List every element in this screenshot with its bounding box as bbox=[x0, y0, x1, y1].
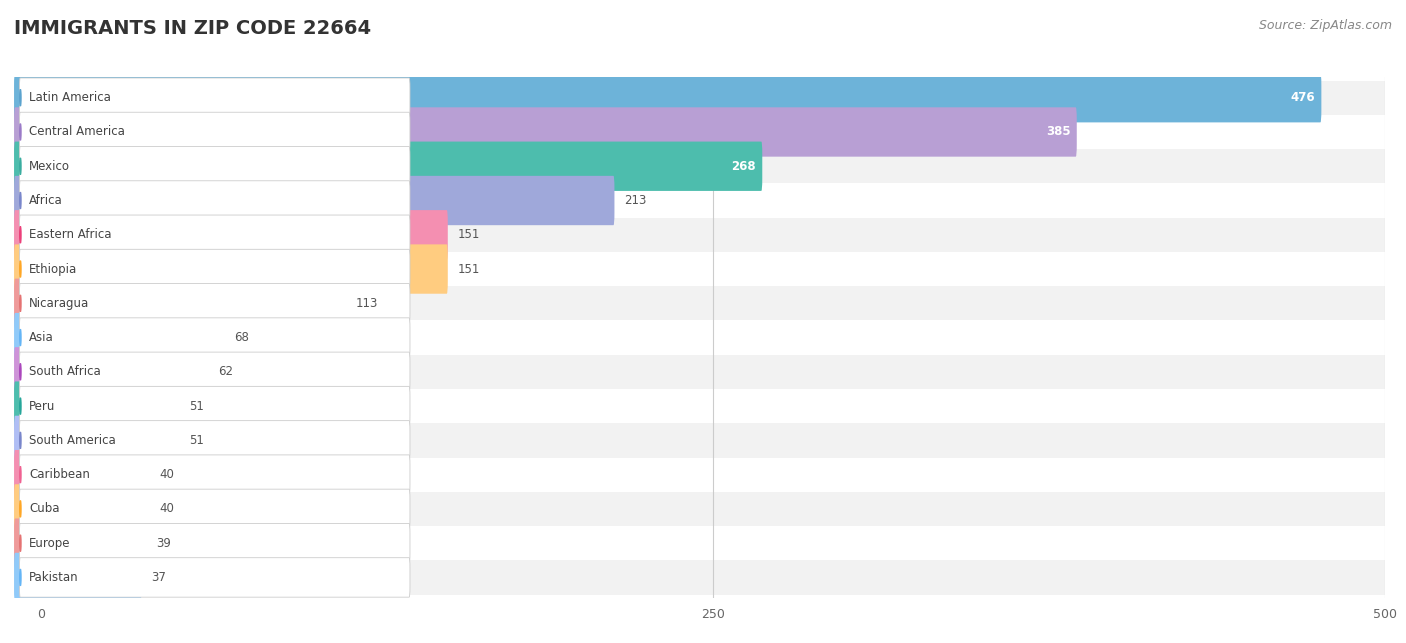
Text: 37: 37 bbox=[152, 571, 166, 584]
FancyBboxPatch shape bbox=[14, 320, 1385, 355]
Text: 151: 151 bbox=[457, 228, 479, 241]
FancyBboxPatch shape bbox=[14, 107, 1077, 157]
FancyBboxPatch shape bbox=[14, 141, 762, 191]
FancyBboxPatch shape bbox=[20, 215, 411, 255]
FancyBboxPatch shape bbox=[14, 553, 142, 602]
Text: Peru: Peru bbox=[30, 399, 56, 413]
Text: 385: 385 bbox=[1046, 125, 1070, 138]
Text: 213: 213 bbox=[624, 194, 647, 207]
Text: Central America: Central America bbox=[30, 125, 125, 138]
Text: 40: 40 bbox=[159, 468, 174, 481]
FancyBboxPatch shape bbox=[20, 181, 411, 221]
FancyBboxPatch shape bbox=[14, 286, 1385, 320]
FancyBboxPatch shape bbox=[14, 73, 1322, 122]
Text: 268: 268 bbox=[731, 159, 756, 173]
Text: 151: 151 bbox=[457, 262, 479, 276]
FancyBboxPatch shape bbox=[20, 352, 411, 392]
FancyBboxPatch shape bbox=[14, 252, 1385, 286]
FancyBboxPatch shape bbox=[20, 318, 411, 358]
FancyBboxPatch shape bbox=[14, 389, 1385, 423]
FancyBboxPatch shape bbox=[14, 149, 1385, 183]
FancyBboxPatch shape bbox=[14, 210, 447, 260]
Text: 113: 113 bbox=[356, 297, 378, 310]
FancyBboxPatch shape bbox=[20, 249, 411, 289]
FancyBboxPatch shape bbox=[20, 523, 411, 563]
FancyBboxPatch shape bbox=[20, 489, 411, 529]
Text: Eastern Africa: Eastern Africa bbox=[30, 228, 111, 241]
Text: 39: 39 bbox=[156, 537, 172, 550]
FancyBboxPatch shape bbox=[14, 526, 1385, 560]
Text: Latin America: Latin America bbox=[30, 91, 111, 104]
Text: 40: 40 bbox=[159, 502, 174, 516]
Text: 68: 68 bbox=[235, 331, 249, 344]
Text: 62: 62 bbox=[218, 365, 233, 378]
Text: Pakistan: Pakistan bbox=[30, 571, 79, 584]
FancyBboxPatch shape bbox=[20, 113, 411, 152]
Text: Cuba: Cuba bbox=[30, 502, 59, 516]
Text: South America: South America bbox=[30, 434, 115, 447]
FancyBboxPatch shape bbox=[14, 313, 225, 362]
FancyBboxPatch shape bbox=[14, 347, 208, 397]
FancyBboxPatch shape bbox=[14, 278, 346, 328]
Text: Nicaragua: Nicaragua bbox=[30, 297, 90, 310]
FancyBboxPatch shape bbox=[14, 560, 1385, 595]
FancyBboxPatch shape bbox=[20, 386, 411, 426]
Text: South Africa: South Africa bbox=[30, 365, 101, 378]
FancyBboxPatch shape bbox=[20, 455, 411, 494]
Text: Caribbean: Caribbean bbox=[30, 468, 90, 481]
FancyBboxPatch shape bbox=[20, 557, 411, 597]
FancyBboxPatch shape bbox=[20, 421, 411, 460]
FancyBboxPatch shape bbox=[14, 381, 179, 431]
Text: Source: ZipAtlas.com: Source: ZipAtlas.com bbox=[1258, 19, 1392, 32]
Text: Europe: Europe bbox=[30, 537, 70, 550]
FancyBboxPatch shape bbox=[14, 355, 1385, 389]
FancyBboxPatch shape bbox=[14, 492, 1385, 526]
FancyBboxPatch shape bbox=[14, 423, 1385, 458]
Text: IMMIGRANTS IN ZIP CODE 22664: IMMIGRANTS IN ZIP CODE 22664 bbox=[14, 19, 371, 39]
Text: Africa: Africa bbox=[30, 194, 63, 207]
Text: Ethiopia: Ethiopia bbox=[30, 262, 77, 276]
FancyBboxPatch shape bbox=[20, 147, 411, 186]
FancyBboxPatch shape bbox=[14, 183, 1385, 217]
Text: Mexico: Mexico bbox=[30, 159, 70, 173]
FancyBboxPatch shape bbox=[14, 458, 1385, 492]
FancyBboxPatch shape bbox=[14, 244, 447, 294]
FancyBboxPatch shape bbox=[14, 80, 1385, 115]
FancyBboxPatch shape bbox=[14, 217, 1385, 252]
FancyBboxPatch shape bbox=[14, 115, 1385, 149]
FancyBboxPatch shape bbox=[20, 78, 411, 118]
Text: 476: 476 bbox=[1291, 91, 1315, 104]
Text: 51: 51 bbox=[188, 399, 204, 413]
FancyBboxPatch shape bbox=[20, 284, 411, 323]
FancyBboxPatch shape bbox=[14, 416, 179, 465]
FancyBboxPatch shape bbox=[14, 176, 614, 225]
Text: 51: 51 bbox=[188, 434, 204, 447]
Text: Asia: Asia bbox=[30, 331, 53, 344]
FancyBboxPatch shape bbox=[14, 450, 149, 500]
FancyBboxPatch shape bbox=[14, 484, 149, 534]
FancyBboxPatch shape bbox=[14, 518, 146, 568]
